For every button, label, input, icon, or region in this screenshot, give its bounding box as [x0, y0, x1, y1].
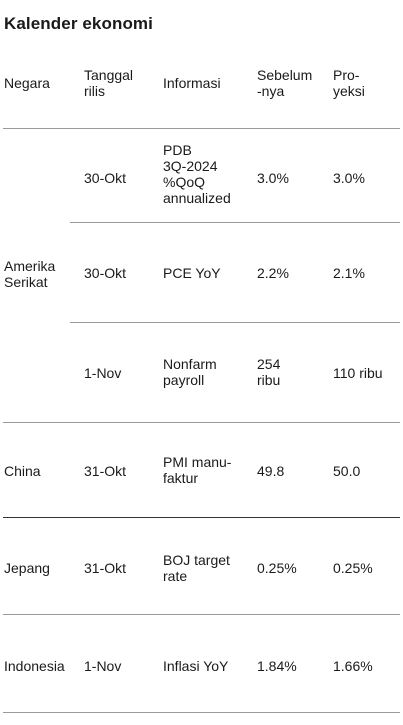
row-1-sebelumnya: 2.2%: [257, 265, 289, 281]
row-5-proyeksi: 1.66%: [333, 658, 373, 674]
header-negara: Negara: [4, 75, 50, 91]
row-5-sebelumnya: 1.84%: [257, 658, 297, 674]
row-3-tanggal: 31-Okt: [84, 463, 127, 479]
header-proyeksi: Pro- yeksi: [333, 67, 365, 99]
row-5-tanggal: 1-Nov: [84, 658, 122, 674]
row-divider: [3, 614, 400, 615]
row-4-negara: Jepang: [4, 560, 50, 576]
row-0-tanggal: 30-Okt: [84, 170, 127, 186]
row-divider: [70, 222, 400, 223]
row-1-informasi: PCE YoY: [163, 265, 221, 281]
row-4-informasi: BOJ target rate: [163, 552, 230, 584]
header-divider: [3, 128, 400, 129]
row-0-proyeksi: 3.0%: [333, 170, 365, 186]
row-5-negara: Indonesia: [4, 658, 65, 674]
row-2-proyeksi: 110 ribu: [333, 365, 383, 381]
row-2-informasi: Nonfarm payroll: [163, 356, 217, 388]
row-4-proyeksi: 0.25%: [333, 560, 373, 576]
row-1-proyeksi: 2.1%: [333, 265, 365, 281]
header-sebelumnya: Sebelum -nya: [257, 67, 313, 99]
header-informasi: Informasi: [163, 75, 221, 91]
row-4-sebelumnya: 0.25%: [257, 560, 297, 576]
table-bottom-border: [3, 712, 400, 713]
header-tanggal: Tanggal rilis: [84, 67, 134, 99]
row-divider: [70, 322, 400, 323]
row-2-tanggal: 1-Nov: [84, 365, 122, 381]
row-1-tanggal: 30-Okt: [84, 265, 127, 281]
row-divider: [3, 517, 400, 518]
row-3-informasi: PMI manu- faktur: [163, 454, 232, 486]
row-5-informasi: Inflasi YoY: [163, 658, 229, 674]
row-3-proyeksi: 50.0: [333, 463, 361, 479]
row-0-sebelumnya: 3.0%: [257, 170, 289, 186]
row-2-sebelumnya: 254 ribu: [257, 356, 281, 388]
row-1-negara: Amerika Serikat: [4, 258, 56, 290]
row-4-tanggal: 31-Okt: [84, 560, 127, 576]
row-3-sebelumnya: 49.8: [257, 463, 285, 479]
row-0-informasi: PDB 3Q-2024 %QoQ annualized: [163, 142, 231, 206]
row-3-negara: China: [4, 463, 41, 479]
row-divider: [3, 422, 400, 423]
page-title: Kalender ekonomi: [4, 14, 153, 33]
